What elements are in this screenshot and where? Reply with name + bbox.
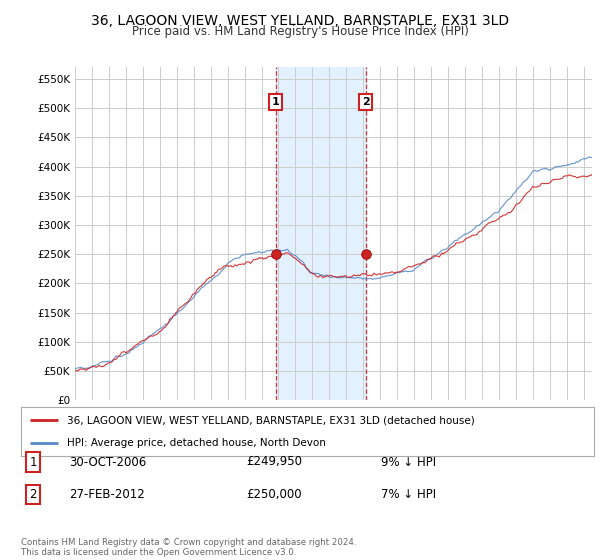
Bar (275, 67, 366, 400)
Text: 30-OCT-2006: 30-OCT-2006 (69, 455, 146, 469)
Text: 1: 1 (29, 455, 37, 469)
Text: 1: 1 (272, 97, 280, 108)
Text: 27-FEB-2012: 27-FEB-2012 (69, 488, 145, 501)
Text: 36, LAGOON VIEW, WEST YELLAND, BARNSTAPLE, EX31 3LD (detached house): 36, LAGOON VIEW, WEST YELLAND, BARNSTAPL… (67, 416, 475, 426)
Text: 9% ↓ HPI: 9% ↓ HPI (381, 455, 436, 469)
Text: Contains HM Land Registry data © Crown copyright and database right 2024.
This d: Contains HM Land Registry data © Crown c… (21, 538, 356, 557)
Text: Price paid vs. HM Land Registry's House Price Index (HPI): Price paid vs. HM Land Registry's House … (131, 25, 469, 38)
Text: 7% ↓ HPI: 7% ↓ HPI (381, 488, 436, 501)
Text: 2: 2 (29, 488, 37, 501)
Text: £249,950: £249,950 (246, 455, 302, 469)
Text: £250,000: £250,000 (246, 488, 302, 501)
Text: 36, LAGOON VIEW, WEST YELLAND, BARNSTAPLE, EX31 3LD: 36, LAGOON VIEW, WEST YELLAND, BARNSTAPL… (91, 14, 509, 28)
Text: HPI: Average price, detached house, North Devon: HPI: Average price, detached house, Nort… (67, 438, 326, 448)
Text: 2: 2 (362, 97, 370, 108)
